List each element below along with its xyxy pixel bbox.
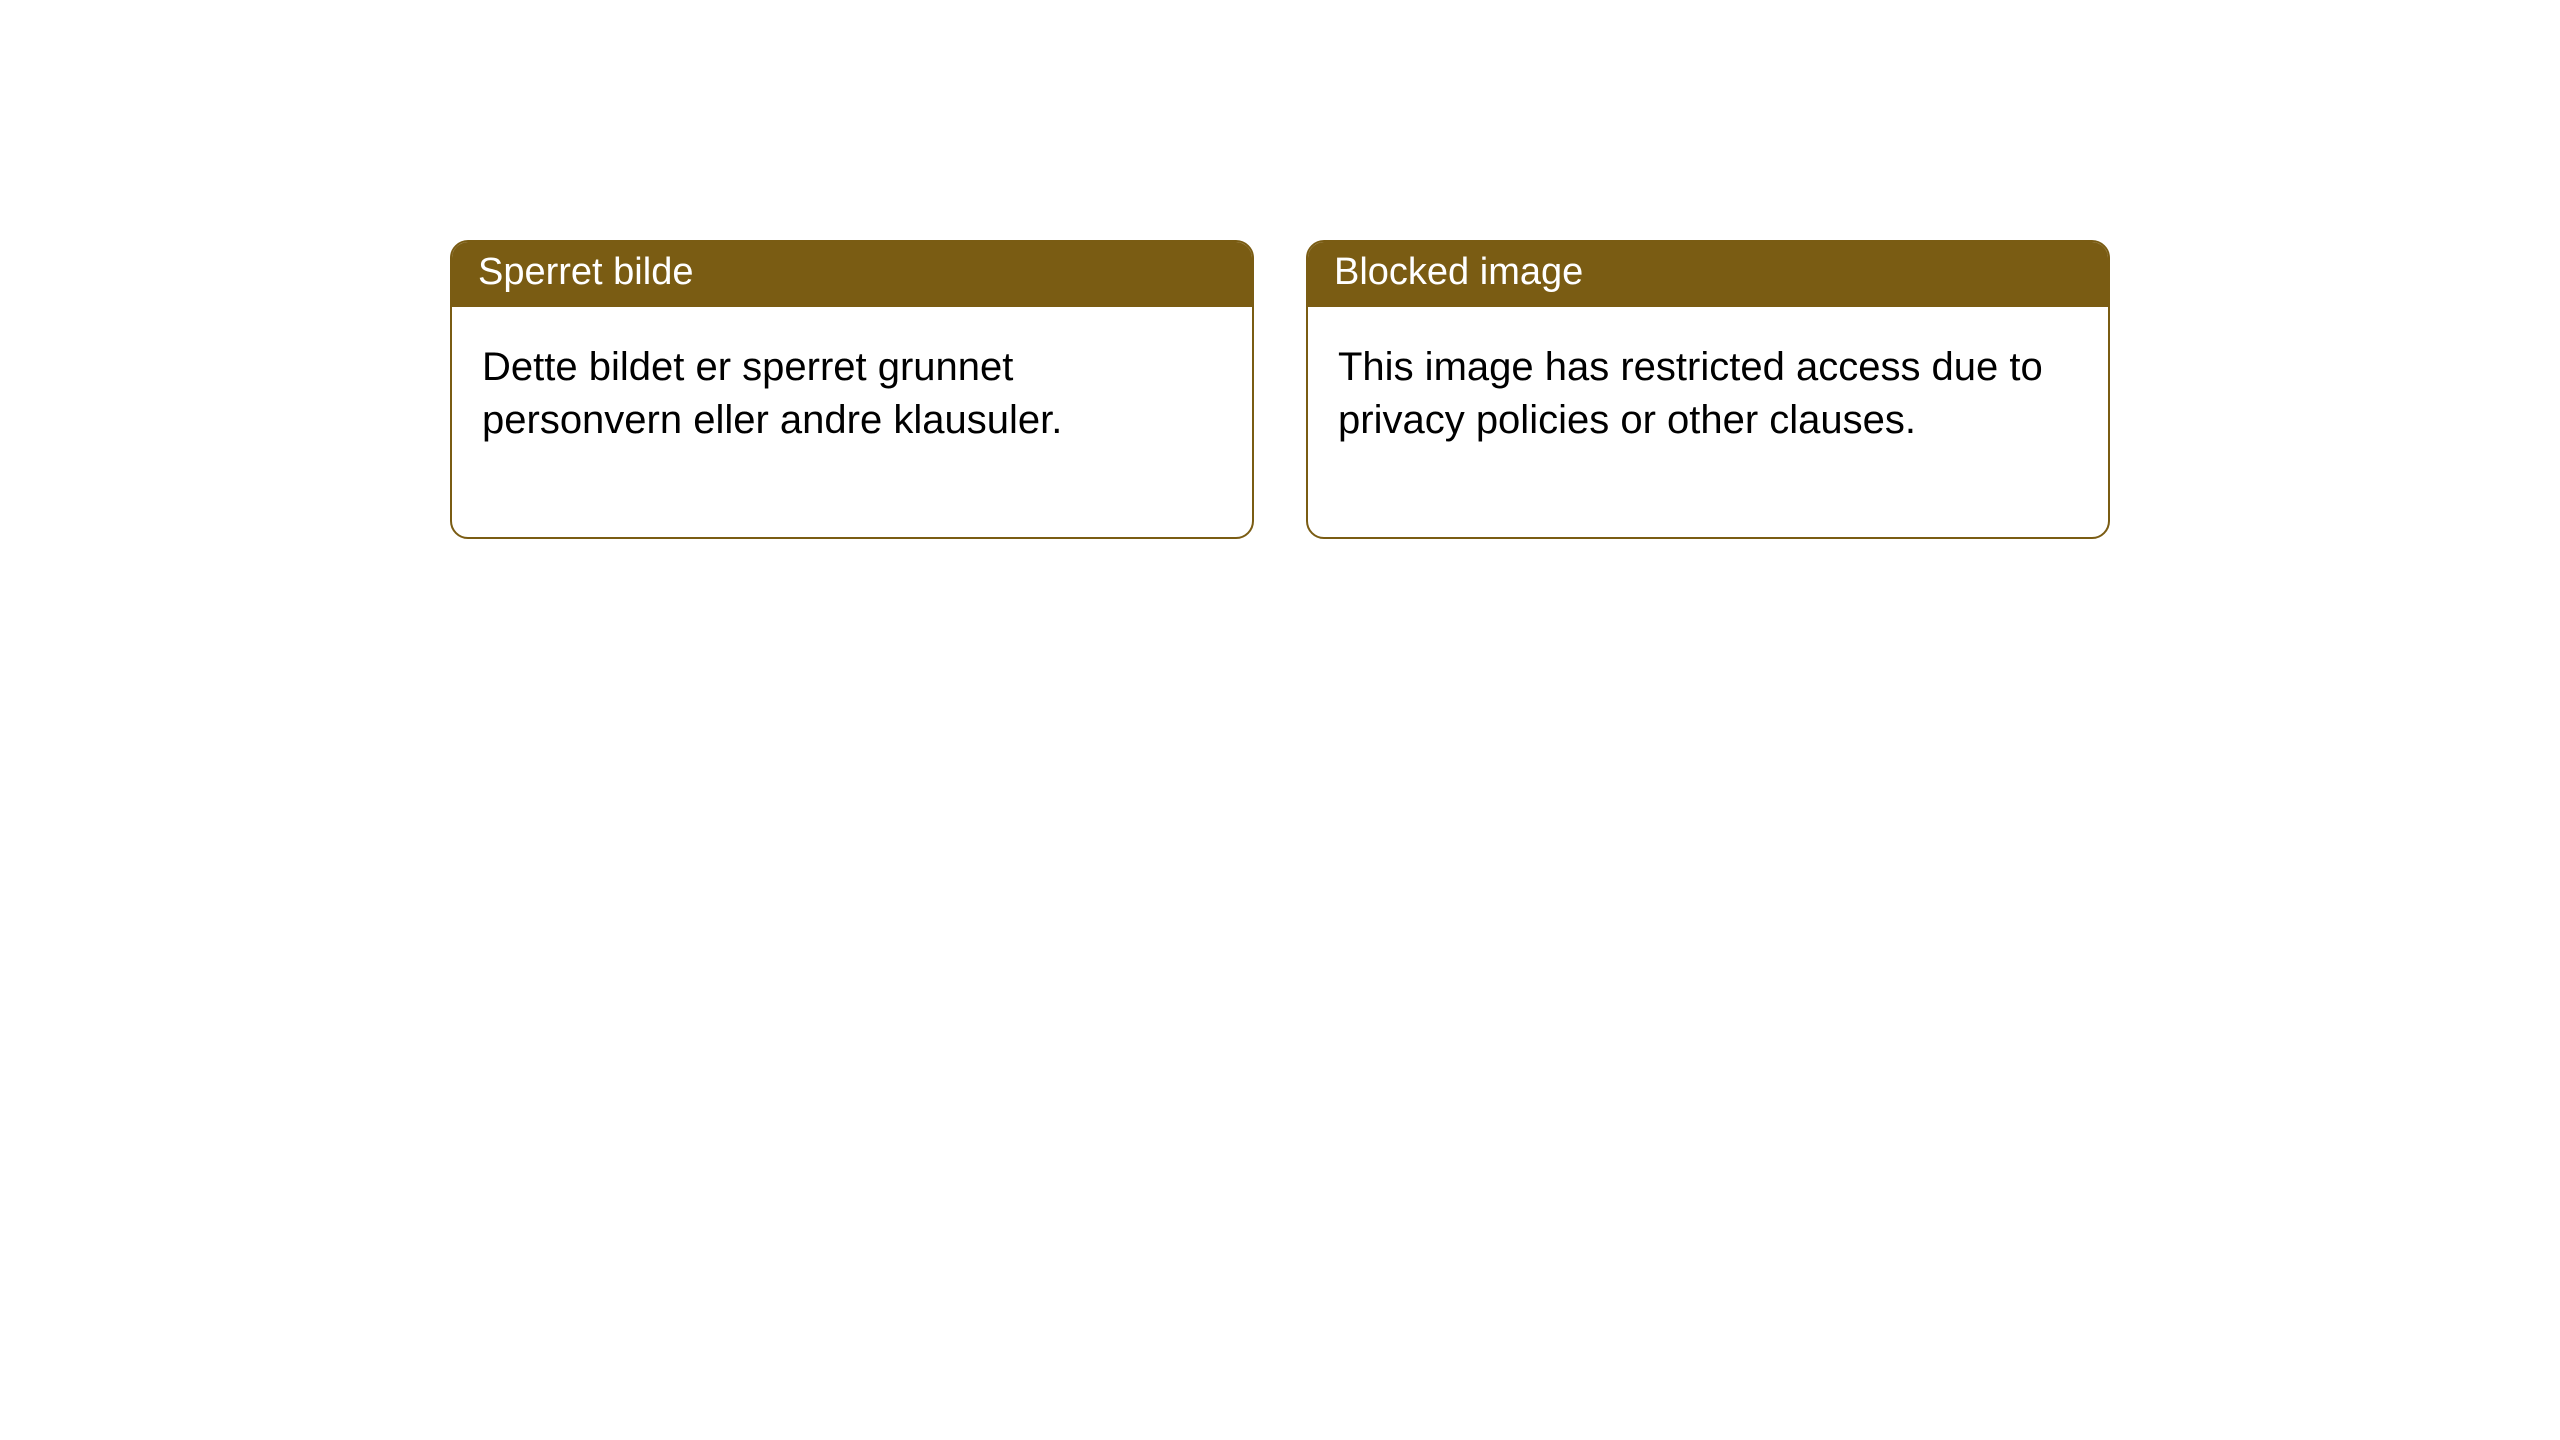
notice-title: Sperret bilde	[478, 251, 693, 293]
notice-title: Blocked image	[1334, 251, 1583, 293]
notice-body: This image has restricted access due to …	[1308, 307, 2108, 537]
notice-body-text: This image has restricted access due to …	[1338, 345, 2043, 442]
notice-header: Sperret bilde	[452, 242, 1252, 307]
notice-card-english: Blocked image This image has restricted …	[1306, 240, 2110, 539]
notice-body: Dette bildet er sperret grunnet personve…	[452, 307, 1252, 537]
notice-body-text: Dette bildet er sperret grunnet personve…	[482, 345, 1062, 442]
notice-card-norwegian: Sperret bilde Dette bildet er sperret gr…	[450, 240, 1254, 539]
notice-container: Sperret bilde Dette bildet er sperret gr…	[0, 0, 2560, 539]
notice-header: Blocked image	[1308, 242, 2108, 307]
